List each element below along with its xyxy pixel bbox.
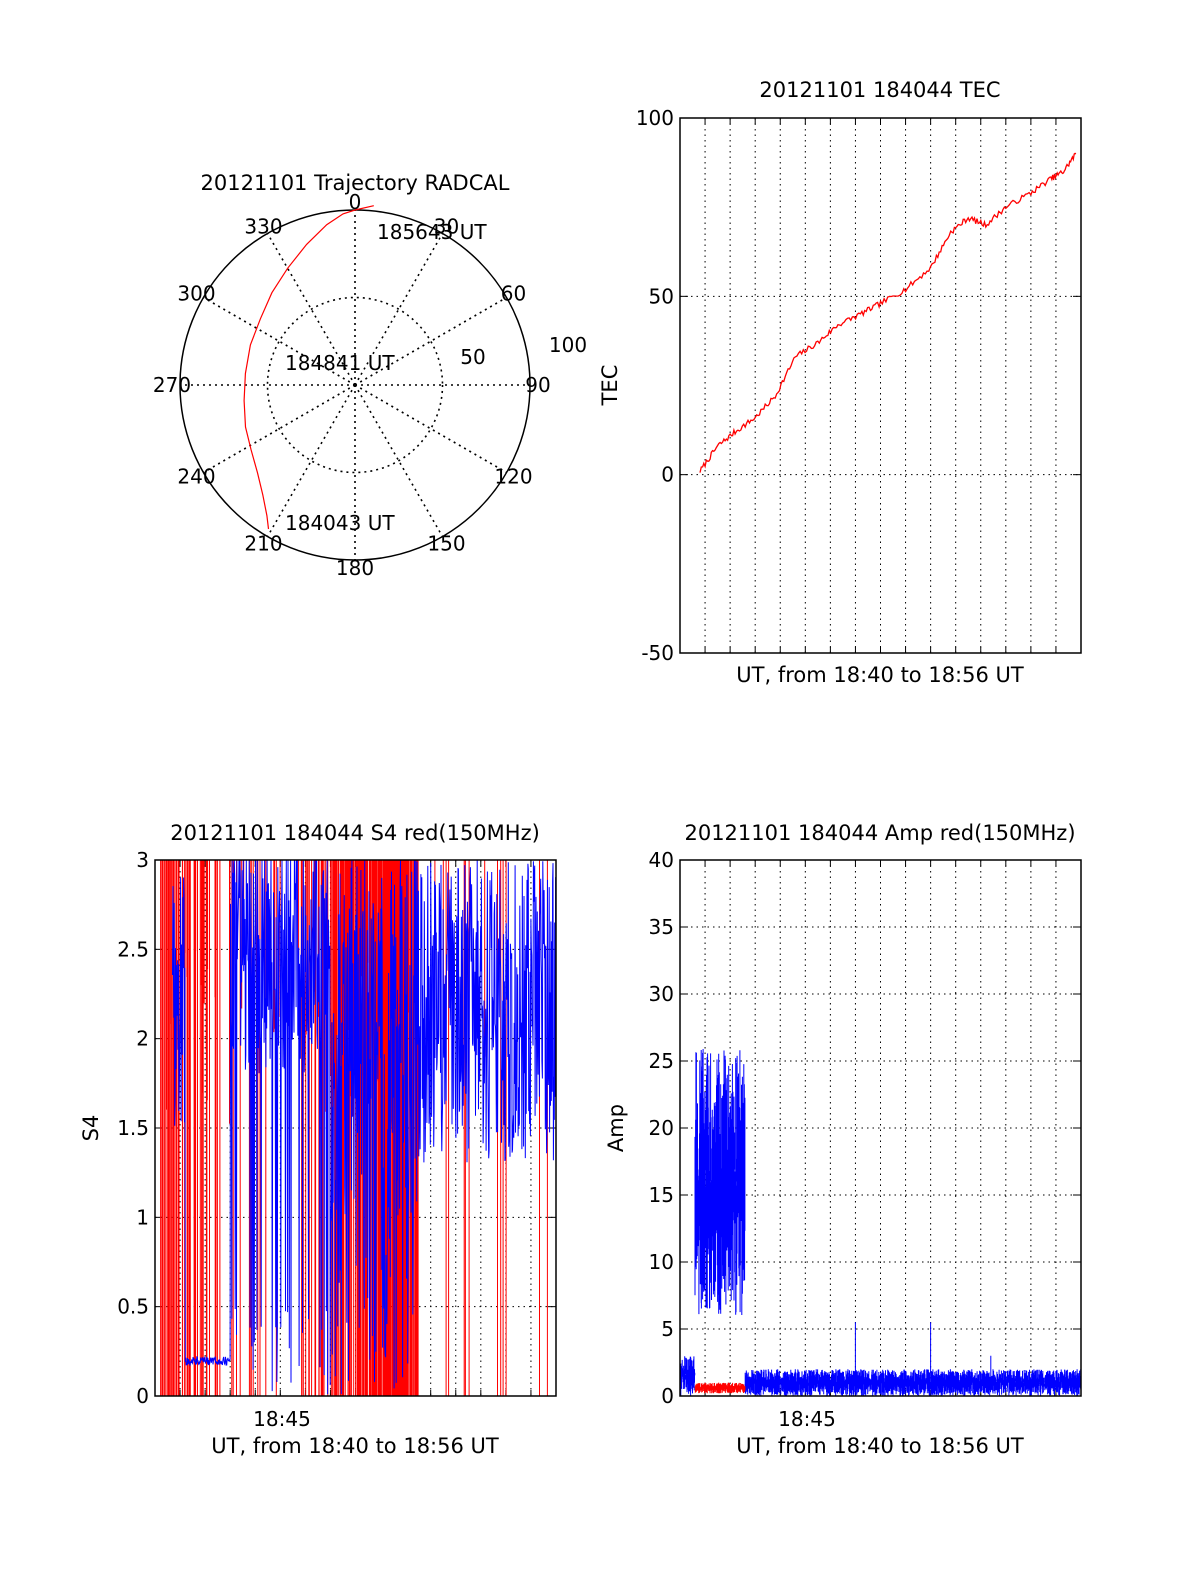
amp-ytick-label: 35	[649, 915, 674, 939]
s4-x-axis-label: UT, from 18:40 to 18:56 UT	[211, 1434, 499, 1458]
amp-series-0	[679, 1049, 1082, 1396]
azimuth-label-60: 60	[501, 282, 526, 306]
trajectory-title: 20121101 Trajectory RADCAL	[201, 171, 510, 195]
s4-ytick-label: 3	[136, 848, 149, 872]
s4-panel: 20121101 184044 S4 red(150MHz) 3 2.5 2 1.5 1…	[79, 821, 557, 1458]
tec-series-line	[699, 152, 1077, 473]
amp-grid	[680, 859, 1081, 1397]
azimuth-label-180: 180	[336, 556, 374, 580]
tec-y-tick-labels: 100 50 0 -50	[636, 106, 674, 665]
azimuth-label-210: 210	[244, 531, 282, 555]
radial-label-100: 100	[549, 333, 587, 357]
polar-spoke-150	[354, 384, 444, 537]
amp-ytick-label: 5	[661, 1317, 674, 1341]
tec-ytick-label: 100	[636, 106, 674, 130]
polar-grid	[180, 210, 530, 560]
amp-ytick-label: 40	[649, 848, 674, 872]
azimuth-labels: 0 30 60 90 120 150 180 210 240 270 300 330	[153, 190, 551, 580]
amp-series	[679, 1049, 1082, 1396]
trajectory-line	[243, 205, 374, 530]
tec-plot-frame	[679, 117, 1082, 654]
s4-y-axis-label: S4	[79, 1115, 103, 1142]
tec-grid	[680, 117, 1081, 654]
s4-ytick-label: 1.5	[117, 1116, 149, 1140]
s4-title: 20121101 184044 S4 red(150MHz)	[170, 821, 540, 845]
polar-spoke-240	[203, 384, 356, 474]
trajectory-end-label: 185643 UT	[377, 220, 487, 244]
polar-spoke-330	[266, 233, 356, 386]
azimuth-label-0: 0	[349, 190, 362, 214]
polar-ring-50	[266, 296, 444, 474]
s4-plot-frame	[154, 859, 557, 1397]
trajectory-panel: 20121101 Trajectory RADCAL 0 30 60 90 120 150…	[153, 171, 587, 580]
azimuth-label-270: 270	[153, 373, 191, 397]
amp-ytick-label: 30	[649, 982, 674, 1006]
azimuth-label-90: 90	[525, 373, 550, 397]
azimuth-label-330: 330	[244, 215, 282, 239]
tec-ytick-label: -50	[641, 641, 674, 665]
amp-x-axis-label: UT, from 18:40 to 18:56 UT	[736, 1434, 1024, 1458]
s4-ytick-label: 0	[136, 1384, 149, 1408]
s4-series	[160, 859, 557, 1396]
tec-title: 20121101 184044 TEC	[759, 78, 1000, 102]
amp-series-1	[694, 1382, 746, 1394]
amp-y-axis-label: Amp	[604, 1104, 628, 1152]
polar-spoke-60	[354, 296, 507, 386]
s4-blue-series	[172, 859, 557, 1395]
radial-label-50: 50	[460, 345, 485, 369]
tec-ytick-label: 0	[661, 463, 674, 487]
amp-ytick-label: 15	[649, 1183, 674, 1207]
s4-ytick-label: 1	[136, 1205, 149, 1229]
azimuth-label-300: 300	[177, 282, 215, 306]
polar-spoke-30	[354, 233, 444, 386]
polar-spoke-120	[354, 384, 507, 474]
tec-x-axis-label: UT, from 18:40 to 18:56 UT	[736, 663, 1024, 687]
s4-y-tick-labels: 3 2.5 2 1.5 1 0.5 0	[117, 848, 149, 1408]
azimuth-label-150: 150	[427, 531, 465, 555]
tec-y-axis-label: TEC	[598, 365, 622, 407]
amp-ytick-label: 20	[649, 1116, 674, 1140]
amp-ytick-label: 10	[649, 1250, 674, 1274]
polar-spoke-300	[203, 296, 356, 386]
polar-spoke-210	[266, 384, 356, 537]
amp-ytick-label: 0	[661, 1384, 674, 1408]
trajectory-mid-label: 184841 UT	[285, 351, 395, 375]
tec-ytick-label: 50	[649, 284, 674, 308]
azimuth-label-30: 30	[434, 215, 459, 239]
amp-title: 20121101 184044 Amp red(150MHz)	[684, 821, 1075, 845]
amp-panel: 20121101 184044 Amp red(150MHz) 40 35 30 25…	[604, 821, 1082, 1458]
amp-ytick-label: 25	[649, 1049, 674, 1073]
s4-ytick-label: 2	[136, 1027, 149, 1051]
trajectory-start-label: 184043 UT	[285, 511, 395, 535]
s4-ytick-label: 0.5	[117, 1295, 149, 1319]
s4-x-tick-label: 18:45	[253, 1407, 311, 1431]
s4-ytick-label: 2.5	[117, 937, 149, 961]
azimuth-label-120: 120	[494, 465, 532, 489]
amp-plot-frame	[679, 859, 1082, 1397]
tec-panel: 20121101 184044 TEC 100 50 0 -50 UT, from 1…	[598, 78, 1082, 687]
amp-y-tick-labels: 40 35 30 25 20 15 10 5 0	[649, 848, 674, 1408]
amp-x-tick-label: 18:45	[778, 1407, 836, 1431]
azimuth-label-240: 240	[177, 465, 215, 489]
